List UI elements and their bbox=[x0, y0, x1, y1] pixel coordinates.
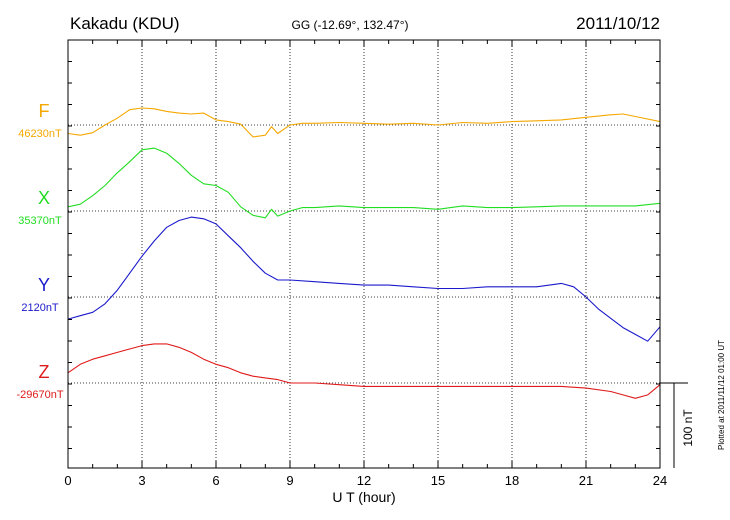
series-labels: F 46230nT X 35370nT Y 2120nT Z -29670nT bbox=[16, 101, 63, 401]
x-axis-title: U T (hour) bbox=[332, 489, 395, 505]
series-line-x bbox=[67, 147, 661, 219]
x-tick-label: 24 bbox=[653, 473, 667, 488]
scale-bar-label: 100 nT bbox=[681, 409, 695, 447]
series-layer bbox=[67, 107, 661, 399]
x-tick-label: 12 bbox=[357, 473, 371, 488]
station-title: Kakadu (KDU) bbox=[70, 14, 180, 33]
series-name-y: Y bbox=[38, 275, 50, 295]
x-tick-label: 21 bbox=[579, 473, 593, 488]
series-baseline-x: 35370nT bbox=[18, 215, 62, 227]
x-tick-label: 9 bbox=[286, 473, 293, 488]
series-line-z bbox=[67, 343, 661, 399]
series-line-f bbox=[67, 107, 661, 138]
series-baseline-y: 2120nT bbox=[21, 302, 59, 314]
grid bbox=[68, 40, 660, 468]
series-name-f: F bbox=[39, 101, 50, 121]
date-title: 2011/10/12 bbox=[576, 14, 660, 33]
x-tick-label: 18 bbox=[505, 473, 519, 488]
x-tick-label: 3 bbox=[138, 473, 145, 488]
series-name-z: Z bbox=[39, 362, 50, 382]
station-coordinates: GG (-12.69°, 132.47°) bbox=[292, 18, 409, 32]
x-tick-label: 6 bbox=[212, 473, 219, 488]
x-tick-label: 0 bbox=[64, 473, 71, 488]
series-line-y bbox=[67, 216, 661, 342]
scale-bar: 100 nT bbox=[660, 382, 695, 468]
series-baseline-f: 46230nT bbox=[18, 128, 62, 140]
series-name-x: X bbox=[38, 188, 50, 208]
x-tick-label: 15 bbox=[431, 473, 445, 488]
axis-ticks: 0 3 6 9 12 15 18 21 24 bbox=[64, 39, 667, 488]
series-baseline-z: -29670nT bbox=[16, 389, 63, 401]
plotted-timestamp: Plotted at 2011/11/12 01:00 UT bbox=[717, 340, 726, 450]
